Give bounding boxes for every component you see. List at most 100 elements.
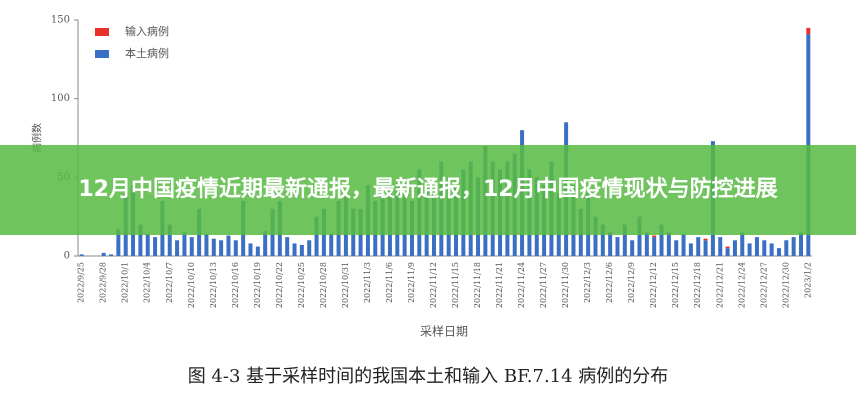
- bar: [725, 246, 730, 249]
- bar: [101, 252, 106, 256]
- y-tick-label: 0: [64, 251, 70, 262]
- banner-title: 12月中国疫情近期最新通报，最新通报，12月中国疫情现状与防控进展: [78, 177, 778, 202]
- bar: [600, 224, 605, 256]
- bar: [762, 240, 767, 256]
- x-tick-label: 2022/11/27: [539, 262, 548, 308]
- bar: [226, 235, 231, 256]
- x-tick-label: 2022/10/22: [275, 262, 284, 308]
- bar: [666, 232, 671, 256]
- x-tick-label: 2022/10/31: [341, 262, 350, 308]
- x-tick-label: 2022/10/4: [143, 262, 152, 303]
- bar: [754, 237, 759, 256]
- bar: [292, 243, 297, 256]
- bar: [204, 233, 209, 256]
- legend-label: 本土病例: [125, 46, 169, 60]
- bar: [674, 240, 679, 256]
- x-tick-label: 2022/11/30: [561, 262, 570, 308]
- x-tick-label: 2022/10/13: [209, 262, 218, 308]
- bar: [718, 237, 723, 256]
- bar: [622, 224, 627, 256]
- x-tick-label: 2022/12/27: [759, 262, 768, 308]
- x-tick-label: 2022/10/1: [121, 262, 130, 303]
- x-tick-label: 2022/11/9: [407, 262, 416, 303]
- legend-swatch: [95, 28, 109, 36]
- bar: [725, 248, 730, 256]
- bar: [681, 233, 686, 256]
- bar: [659, 224, 664, 256]
- x-tick-label: 2022/12/9: [627, 262, 636, 303]
- bar: [285, 237, 290, 256]
- bar: [109, 254, 114, 256]
- x-tick-label: 2022/10/10: [187, 262, 196, 308]
- x-axis-label: 采样日期: [420, 324, 468, 339]
- banner: 12月中国疫情近期最新通报，最新通报，12月中国疫情现状与防控进展: [0, 145, 856, 235]
- bar: [138, 224, 143, 256]
- bar: [307, 240, 312, 256]
- x-tick-label: 2022/10/25: [297, 262, 306, 308]
- x-tick-label: 2022/11/3: [363, 262, 372, 303]
- x-tick-label: 2022/12/3: [583, 262, 592, 303]
- x-tick-label: 2022/12/21: [715, 262, 724, 308]
- bar: [211, 238, 216, 256]
- bar: [116, 229, 121, 256]
- bar: [644, 232, 649, 256]
- legend-label: 输入病例: [125, 24, 169, 38]
- bar: [593, 216, 598, 256]
- x-tick-label: 2022/11/15: [451, 262, 460, 308]
- bar: [747, 243, 752, 256]
- x-tick-label: 2022/12/6: [605, 262, 614, 303]
- x-tick-label: 2022/10/7: [165, 262, 174, 303]
- y-tick-label: 100: [51, 93, 70, 104]
- bar: [329, 233, 334, 256]
- bar: [652, 235, 657, 238]
- legend-swatch: [95, 50, 109, 58]
- bar: [153, 237, 158, 256]
- bar: [703, 238, 708, 241]
- x-tick-label: 2022/10/19: [253, 262, 262, 308]
- x-tick-label: 2022/12/18: [693, 262, 702, 308]
- bar: [175, 240, 180, 256]
- x-tick-label: 2022/11/18: [473, 262, 482, 308]
- bar: [219, 240, 224, 256]
- y-tick-label: 150: [51, 15, 70, 26]
- x-tick-label: 2022/12/30: [781, 262, 790, 308]
- bar: [263, 232, 268, 256]
- x-tick-label: 2022/12/24: [737, 262, 746, 308]
- x-tick-label: 2022/9/28: [99, 262, 108, 303]
- x-tick-label: 2022/10/28: [319, 262, 328, 308]
- bar: [732, 240, 737, 256]
- x-tick-label: 2022/11/6: [385, 262, 394, 303]
- bar: [608, 232, 613, 256]
- bar: [696, 237, 701, 256]
- bar: [784, 240, 789, 256]
- bar: [233, 240, 238, 256]
- caption: 图 4-3 基于采样时间的我国本土和输入 BF.7.14 病例的分布: [187, 366, 669, 387]
- x-tick-label: 2022/12/12: [649, 262, 658, 308]
- bar: [652, 237, 657, 256]
- bar: [740, 232, 745, 256]
- x-tick-label: 2022/12/15: [671, 262, 680, 308]
- x-tick-label: 2022/11/12: [429, 262, 438, 308]
- bar: [182, 232, 187, 256]
- bar: [255, 246, 260, 256]
- bar: [299, 244, 304, 256]
- bar: [314, 216, 319, 256]
- bar: [769, 243, 774, 256]
- x-tick-label: 2023/1/2: [803, 262, 812, 298]
- x-tick-label: 2022/10/16: [231, 262, 240, 308]
- bar: [145, 233, 150, 256]
- bar: [630, 240, 635, 256]
- bar: [637, 216, 642, 256]
- bar: [615, 237, 620, 256]
- bar: [248, 243, 253, 256]
- x-tick-label: 2022/11/24: [517, 262, 526, 308]
- bar: [79, 254, 84, 256]
- bar: [776, 248, 781, 256]
- bar: [189, 237, 194, 256]
- bar: [798, 232, 803, 256]
- bar: [167, 224, 172, 256]
- x-tick-label: 2022/9/25: [77, 262, 86, 303]
- bar: [688, 243, 693, 256]
- bar: [806, 27, 811, 35]
